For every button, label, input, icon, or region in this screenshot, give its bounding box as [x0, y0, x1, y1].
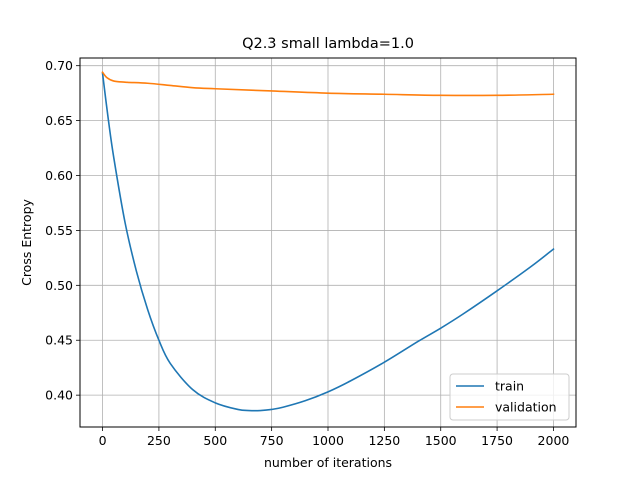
x-tick-label: 750 — [260, 433, 284, 448]
y-tick-label: 0.65 — [45, 113, 73, 128]
legend-label-validation: validation — [495, 400, 557, 415]
x-tick-label: 500 — [203, 433, 227, 448]
series-lines — [101, 71, 555, 412]
y-tick-label: 0.70 — [45, 58, 73, 73]
y-axis: 0.40 0.45 0.50 0.55 0.60 0.65 0.70 — [45, 58, 80, 403]
chart-title: Q2.3 small lambda=1.0 — [242, 36, 414, 52]
x-tick-label: 2000 — [538, 433, 570, 448]
y-tick-label: 0.60 — [45, 168, 73, 183]
y-tick-label: 0.50 — [45, 278, 73, 293]
x-tick-label: 0 — [99, 433, 107, 448]
legend-label-train: train — [495, 379, 524, 394]
grid — [80, 58, 576, 427]
x-axis: 0 250 500 750 1000 1250 1500 1750 2000 — [99, 427, 570, 448]
x-tick-label: 1500 — [425, 433, 457, 448]
x-tick-label: 250 — [147, 433, 171, 448]
legend: train validation — [449, 373, 570, 421]
x-tick-label: 1000 — [312, 433, 344, 448]
y-axis-label: Cross Entropy — [19, 198, 34, 285]
x-tick-label: 1750 — [481, 433, 513, 448]
series-line-validation — [101, 71, 555, 97]
y-tick-label: 0.45 — [45, 333, 73, 348]
y-tick-label: 0.40 — [45, 388, 73, 403]
y-tick-label: 0.55 — [45, 223, 73, 238]
series-line-train — [101, 72, 555, 412]
x-tick-label: 1250 — [368, 433, 400, 448]
x-axis-label: number of iterations — [264, 455, 392, 470]
